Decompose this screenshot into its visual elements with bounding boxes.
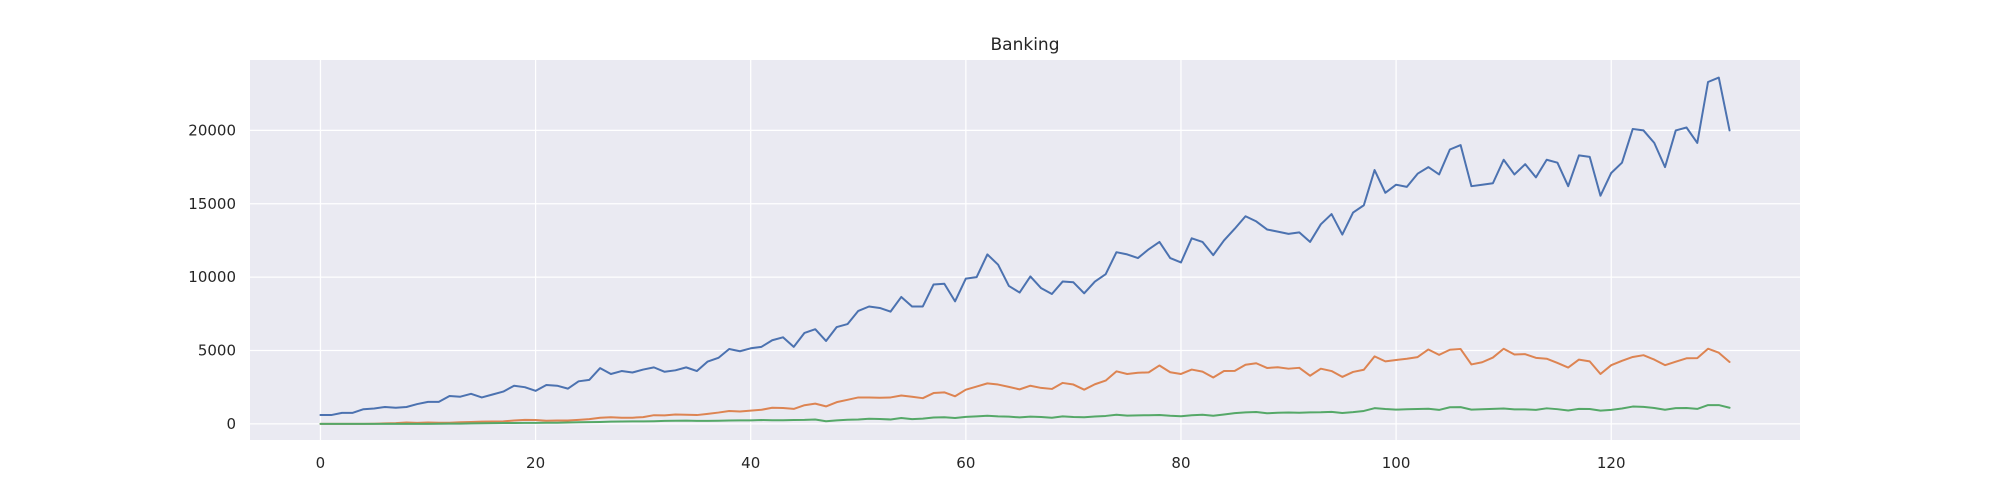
y-tick-label: 5000 xyxy=(198,342,236,360)
chart-title: Banking xyxy=(991,35,1060,55)
x-tick-label: 100 xyxy=(1382,454,1411,472)
x-tick-labels: 0 20 40 60 80 100 120 xyxy=(316,454,1626,472)
x-tick-label: 120 xyxy=(1597,454,1626,472)
y-tick-label: 10000 xyxy=(188,268,236,286)
y-gridlines xyxy=(250,129,1800,425)
x-tick-label: 60 xyxy=(956,454,975,472)
series-line-3 xyxy=(319,404,1731,425)
series-layer xyxy=(319,76,1731,425)
x-gridlines xyxy=(319,60,1612,440)
series-line-1 xyxy=(319,76,1731,417)
x-tick-label: 80 xyxy=(1171,454,1190,472)
y-tick-label: 15000 xyxy=(188,195,236,213)
y-tick-label: 0 xyxy=(226,415,236,433)
x-tick-label: 20 xyxy=(526,454,545,472)
series-line-2 xyxy=(319,347,1731,425)
y-tick-labels: 0 5000 10000 15000 20000 xyxy=(188,121,236,432)
y-tick-label: 20000 xyxy=(188,121,236,139)
plot-area xyxy=(250,60,1800,440)
x-tick-label: 40 xyxy=(741,454,760,472)
x-tick-label: 0 xyxy=(316,454,326,472)
